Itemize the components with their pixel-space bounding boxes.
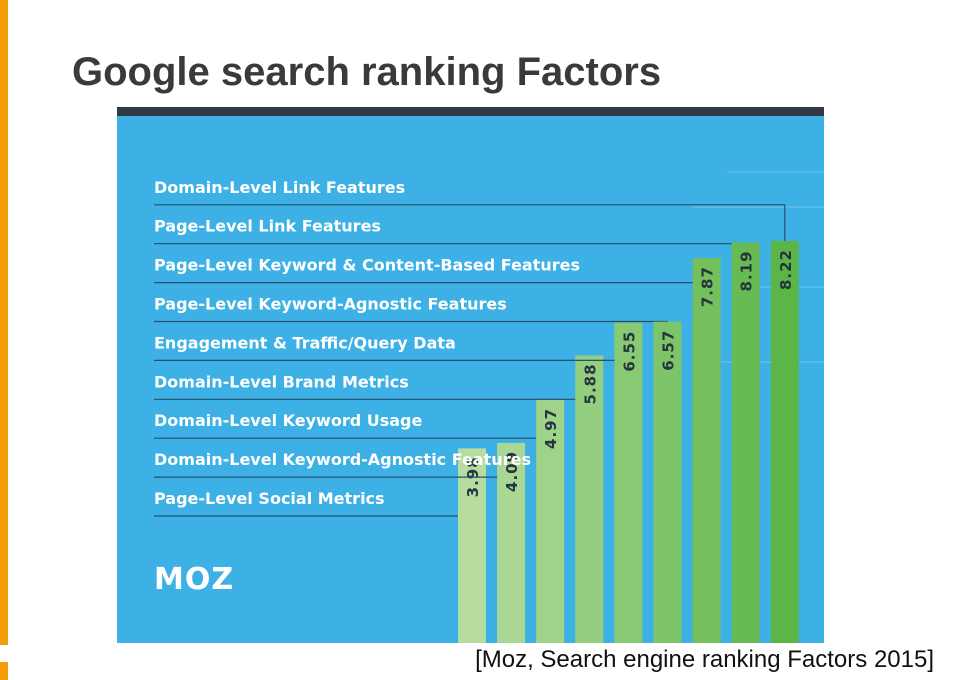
category-label: Page-Level Keyword & Content-Based Featu… [154, 256, 580, 275]
bar-value-label: 4.09 [503, 451, 521, 492]
bar [536, 399, 565, 643]
bar [458, 448, 486, 643]
bar-value-label: 4.97 [542, 408, 560, 449]
moz-logo: MOZ [154, 562, 234, 597]
bar-value-label: 6.55 [620, 331, 638, 372]
category-label: Page-Level Social Metrics [154, 489, 385, 508]
bar-value-label: 5.88 [581, 363, 599, 404]
bar-value-label: 8.19 [738, 250, 756, 291]
accent-bar [0, 0, 8, 645]
page-title: Google search ranking Factors [72, 50, 662, 94]
source-caption: [Moz, Search engine ranking Factors 2015… [475, 646, 934, 673]
ranking-factors-chart: 3.98 Page-Level Social Metrics 4.09 Domain-… [117, 107, 824, 643]
accent-square [0, 662, 8, 680]
category-label: Domain-Level Keyword-Agnostic Features [154, 450, 531, 469]
category-label: Domain-Level Brand Metrics [154, 372, 409, 391]
category-label: Page-Level Link Features [154, 217, 381, 236]
category-label: Domain-Level Keyword Usage [154, 411, 422, 430]
bar-value-label: 6.57 [660, 330, 678, 371]
bar [692, 258, 721, 643]
bar [731, 242, 760, 643]
bar [653, 321, 682, 643]
category-label: Page-Level Keyword-Agnostic Features [154, 295, 507, 314]
bar [770, 241, 799, 643]
bar [575, 355, 604, 643]
category-label: Engagement & Traffic/Query Data [154, 333, 456, 352]
chart-top-band [117, 107, 824, 116]
category-label: Domain-Level Link Features [154, 178, 405, 197]
bar [497, 442, 526, 643]
connector-line [154, 204, 786, 241]
bar-value-label: 7.87 [699, 266, 717, 307]
bar-value-label: 8.22 [777, 249, 795, 290]
bar [614, 322, 643, 643]
